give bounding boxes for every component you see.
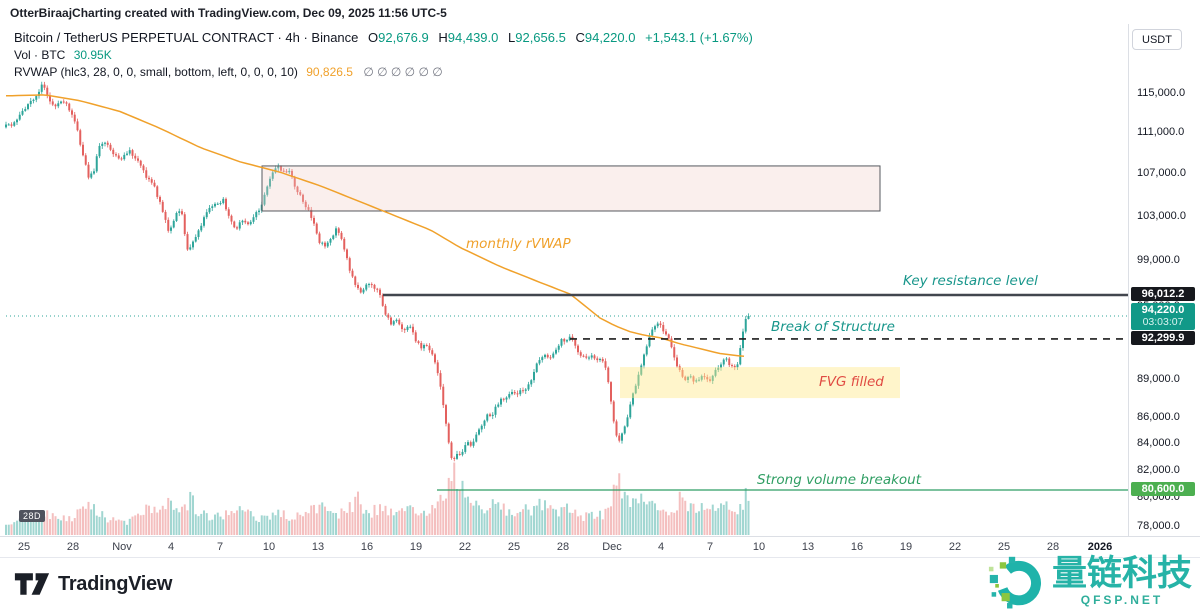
- current-price-label: 94,220.0 03:03:07: [1131, 302, 1195, 330]
- level-price-label: 80,600.0: [1131, 482, 1195, 496]
- time-tick-label: 19: [409, 541, 423, 553]
- low-label: L: [508, 30, 516, 45]
- bar-close-countdown: 03:03:07: [1142, 316, 1184, 329]
- chart-legend: Bitcoin / TetherUS PERPETUAL CONTRACT · …: [14, 30, 753, 80]
- price-tick-label: 103,000.0: [1137, 209, 1186, 222]
- time-tick-label: 10: [752, 541, 766, 553]
- price-tick-label: 78,000.0: [1137, 519, 1180, 532]
- rvwap-empty-slots: ∅ ∅ ∅ ∅ ∅ ∅: [363, 65, 443, 79]
- time-tick-label: 13: [801, 541, 815, 553]
- price-tick-label: 82,000.0: [1137, 463, 1180, 476]
- price-axis[interactable]: 115,000.0 111,000.0 107,000.0 103,000.0 99,0…: [1128, 24, 1200, 556]
- time-tick-label: 28: [1046, 541, 1060, 553]
- break-of-structure-label[interactable]: Break of Structure: [771, 319, 895, 335]
- rvwap-line-layer: [5, 94, 745, 358]
- cn-watermark-title: 量链科技: [1051, 554, 1192, 593]
- time-tick-label: 22: [458, 541, 472, 553]
- price-tick-label: 111,000.0: [1137, 126, 1185, 139]
- price-tick-label: 89,000.0: [1137, 372, 1180, 385]
- tradingview-brand-text: TradingView: [58, 572, 173, 595]
- time-tick-label: 25: [507, 541, 521, 553]
- price-tick-label: 99,000.0: [1137, 253, 1180, 266]
- symbol-legend-row[interactable]: Bitcoin / TetherUS PERPETUAL CONTRACT · …: [14, 30, 753, 46]
- level-lines-layer: [6, 293, 1128, 491]
- volume-value: 30.95K: [73, 48, 112, 62]
- high-value: 94,439.0: [447, 30, 499, 45]
- time-tick-label: 4: [167, 541, 175, 553]
- time-tick-label: 4: [657, 541, 665, 553]
- rvwap-legend-row[interactable]: RVWAP (hlc3, 28, 0, 0, small, bottom, le…: [14, 64, 753, 80]
- strong-volume-breakout-label[interactable]: Strong volume breakout: [757, 472, 922, 488]
- change-value: +1,543.1 (+1.67%): [645, 30, 753, 45]
- time-tick-label: 10: [262, 541, 276, 553]
- symbol-title[interactable]: Bitcoin / TetherUS PERPETUAL CONTRACT · …: [14, 30, 359, 45]
- monthly-rvwap-label[interactable]: monthly rVWAP: [466, 236, 571, 252]
- time-tick-label: 25: [997, 541, 1011, 553]
- rvwap-anchor-badge[interactable]: 28D: [19, 510, 46, 522]
- level-price-label: 92,299.9: [1131, 330, 1195, 345]
- price-tick-label: 86,000.0: [1137, 410, 1180, 423]
- time-tick-label: 19: [899, 541, 913, 553]
- time-tick-label: 13: [311, 541, 325, 553]
- fvg-zone[interactable]: [620, 367, 900, 399]
- cn-watermark: 量链科技 QFSP.NET: [988, 555, 1192, 613]
- time-axis[interactable]: 25 28 Nov 4 7 10 13 16 19 22 25 28 Dec 4 7 10 13 16 19 22 25…: [0, 536, 1200, 557]
- candles-layer: [5, 81, 750, 462]
- tradingview-logo-icon: [14, 573, 50, 595]
- close-label: C: [575, 30, 585, 45]
- open-label: O: [368, 30, 379, 45]
- currency-toggle-button[interactable]: USDT: [1132, 29, 1182, 50]
- time-tick-label: 22: [948, 541, 962, 553]
- time-tick-label: 2026: [1087, 541, 1113, 553]
- time-tick-label: Nov: [112, 541, 132, 553]
- time-tick-label: 28: [556, 541, 570, 553]
- time-tick-label: 7: [706, 541, 714, 553]
- time-tick-label: 7: [216, 541, 224, 553]
- volume-label: Vol · BTC: [14, 48, 66, 62]
- rvwap-line[interactable]: [5, 94, 745, 358]
- price-tick-label: 84,000.0: [1137, 436, 1180, 449]
- close-value: 94,220.0: [584, 30, 636, 45]
- cn-watermark-url: QFSP.NET: [1080, 593, 1164, 607]
- tradingview-logo[interactable]: TradingView: [14, 571, 172, 597]
- time-tick-label: 25: [17, 541, 31, 553]
- supply-zone[interactable]: [261, 165, 881, 212]
- rvwap-label: RVWAP (hlc3, 28, 0, 0, small, bottom, le…: [14, 65, 298, 79]
- cn-watermark-logo-icon: [988, 556, 1041, 609]
- snapshot-watermark: OtterBiraajCharting created with Trading…: [10, 6, 447, 20]
- volume-legend-row[interactable]: Vol · BTC 30.95K: [14, 47, 753, 63]
- rvwap-value: 90,826.5: [306, 65, 353, 79]
- key-resistance-label[interactable]: Key resistance level: [903, 273, 1038, 289]
- volume-bars-layer: [5, 462, 750, 535]
- price-tick-label: 107,000.0: [1137, 167, 1186, 180]
- price-tick-label: 115,000.0: [1137, 86, 1186, 99]
- time-tick-label: 16: [850, 541, 864, 553]
- low-value: 92,656.5: [515, 30, 566, 45]
- time-tick-label: 16: [360, 541, 374, 553]
- time-tick-label: Dec: [602, 541, 622, 553]
- open-value: 92,676.9: [378, 30, 429, 45]
- time-tick-label: 28: [66, 541, 80, 553]
- high-label: H: [438, 30, 448, 45]
- fvg-filled-label[interactable]: FVG filled: [819, 374, 884, 390]
- level-price-label: 96,012.2: [1131, 287, 1195, 301]
